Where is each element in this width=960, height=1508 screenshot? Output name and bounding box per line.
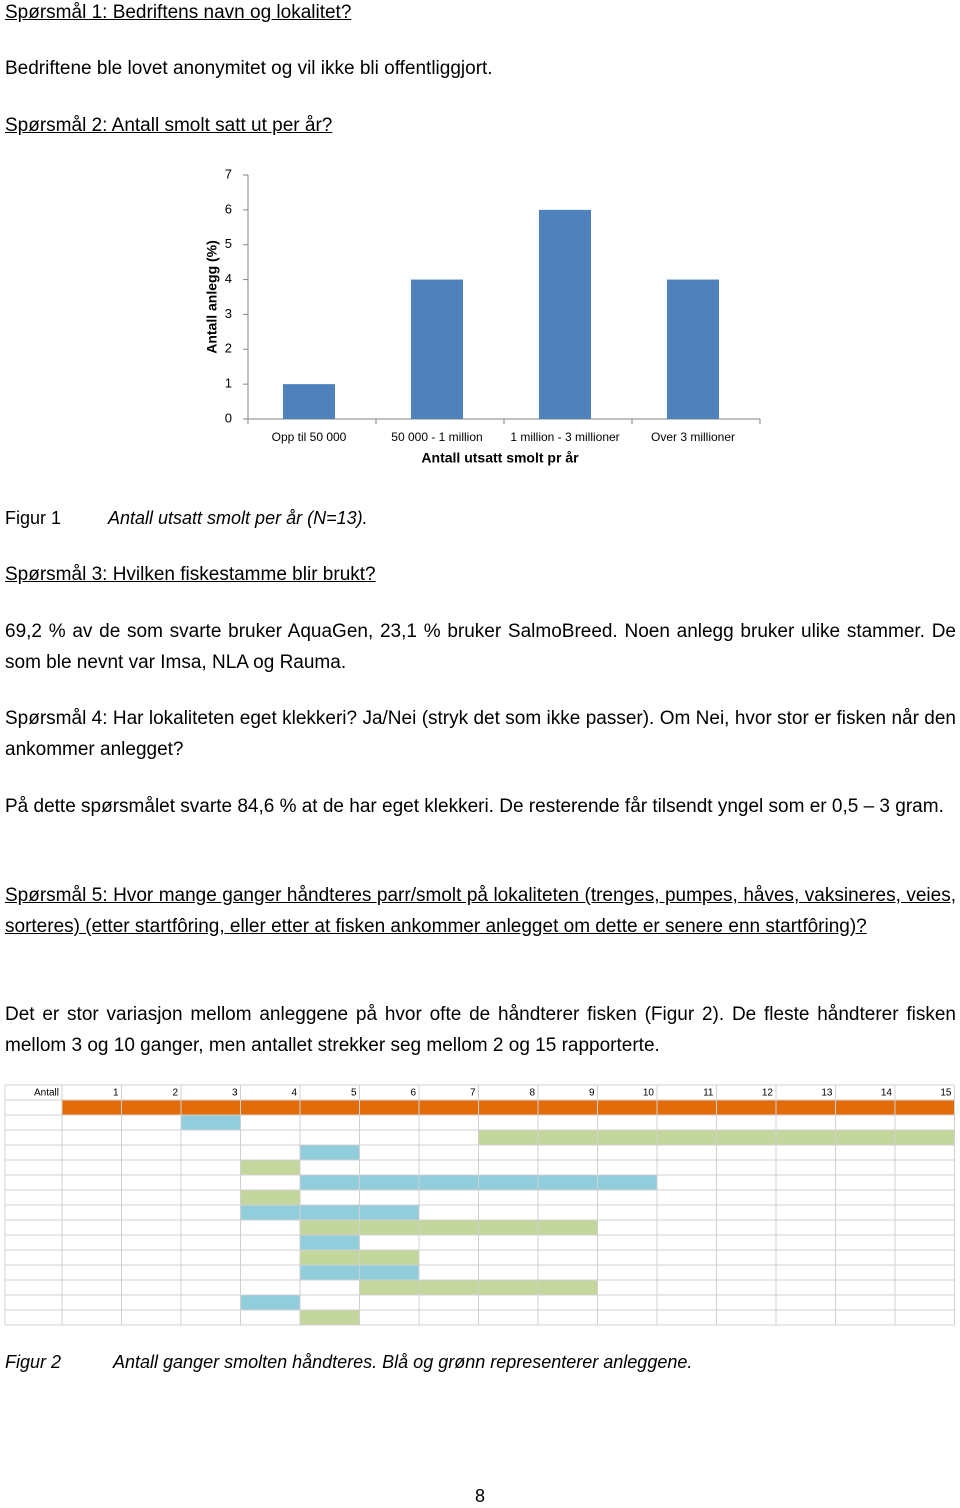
- range-bar: [240, 1190, 300, 1205]
- y-tick-label: 1: [225, 376, 232, 391]
- range-bar: [300, 1145, 360, 1160]
- column-header: 6: [410, 1088, 416, 1099]
- x-tick-label: 50 000 - 1 million: [391, 430, 482, 444]
- answer: 69,2 % av de som svarte bruker AquaGen, …: [5, 621, 956, 673]
- column-header: 8: [529, 1088, 535, 1099]
- y-tick-label: 0: [225, 410, 232, 425]
- column-header: 3: [232, 1088, 238, 1099]
- caption-text: Antall ganger smolten håndteres. Blå og …: [113, 1352, 693, 1372]
- question: Spørsmål 1: Bedriftens navn og lokalitet…: [5, 2, 352, 23]
- range-bar: [240, 1295, 300, 1310]
- column-header: 5: [351, 1088, 357, 1099]
- y-tick-label: 6: [225, 201, 232, 216]
- header-label: Antall: [34, 1088, 59, 1099]
- caption-label: Figur 2: [5, 1352, 62, 1372]
- answer: På dette spørsmålet svarte 84,6 % at de …: [5, 796, 944, 817]
- x-tick-label: Opp til 50 000: [272, 430, 347, 444]
- bar: [539, 209, 591, 419]
- y-tick-label: 3: [225, 306, 232, 321]
- range-bar: [62, 1100, 955, 1115]
- y-tick-label: 7: [225, 166, 232, 181]
- range-bar: [300, 1220, 598, 1235]
- range-bar: [181, 1115, 241, 1130]
- column-header: 13: [821, 1088, 833, 1099]
- column-header: 15: [940, 1088, 952, 1099]
- answer: Bedriftene ble lovet anonymitet og vil i…: [5, 58, 493, 79]
- question: Spørsmål 4: Har lokaliteten eget klekker…: [5, 708, 956, 760]
- column-header: 14: [881, 1088, 893, 1099]
- range-bar: [240, 1160, 300, 1175]
- column-header: 11: [703, 1088, 714, 1099]
- x-tick-label: 1 million - 3 millioner: [510, 430, 619, 444]
- column-header: 7: [470, 1088, 476, 1099]
- y-axis-label: Antall anlegg (%): [204, 240, 220, 354]
- column-header: 10: [643, 1088, 655, 1099]
- column-header: 2: [172, 1088, 178, 1099]
- column-header: 1: [113, 1088, 119, 1099]
- page-number: 8: [474, 1486, 485, 1506]
- column-header: 9: [589, 1088, 595, 1099]
- range-bar: [300, 1310, 360, 1325]
- column-header: 12: [762, 1088, 774, 1099]
- y-tick-label: 2: [225, 341, 232, 356]
- range-bar: [240, 1205, 419, 1220]
- caption-label: Figur 1: [5, 508, 62, 528]
- question: Spørsmål 3: Hvilken fiskestamme blir bru…: [5, 564, 376, 585]
- answer: Det er stor variasjon mellom anleggene p…: [5, 1004, 956, 1056]
- question: Spørsmål 2: Antall smolt satt ut per år?: [5, 115, 333, 136]
- bar: [667, 279, 719, 419]
- bar: [283, 384, 335, 419]
- caption-text: Antall utsatt smolt per år (N=13).: [108, 508, 368, 528]
- range-bar: [300, 1235, 360, 1250]
- column-header: 4: [291, 1088, 297, 1099]
- y-tick-label: 4: [225, 271, 232, 286]
- bar: [411, 279, 463, 419]
- y-tick-label: 5: [225, 236, 232, 251]
- x-axis-label: Antall utsatt smolt pr år: [421, 450, 579, 466]
- x-tick-label: Over 3 millioner: [651, 430, 735, 444]
- question: Spørsmål 5: Hvor mange ganger håndteres …: [5, 885, 956, 937]
